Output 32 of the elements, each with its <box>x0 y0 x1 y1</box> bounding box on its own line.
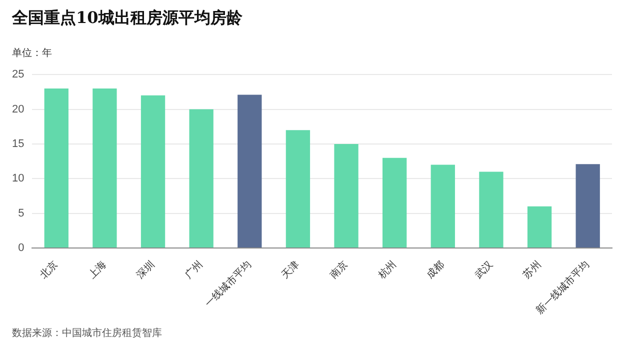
x-tick-label: 天津 <box>279 258 302 282</box>
x-tick-label: 南京 <box>328 258 350 282</box>
x-tick-label: 深圳 <box>134 258 157 282</box>
bar <box>189 109 214 248</box>
y-axis-title: 单位：年 <box>12 46 52 60</box>
bar <box>140 95 166 248</box>
bar <box>430 164 455 248</box>
x-tick-label: 一线城市平均 <box>202 258 254 310</box>
chart-title: 全国重点10城出租房源平均房龄 <box>12 8 242 29</box>
bar <box>44 88 68 248</box>
bar <box>382 158 407 248</box>
bar <box>92 88 117 248</box>
x-tick-label: 上海 <box>86 258 109 282</box>
x-tick-label: 广州 <box>182 258 206 282</box>
y-tick-label: 15 <box>12 138 24 150</box>
y-tick-label: 20 <box>12 103 24 116</box>
y-tick-label: 5 <box>18 207 24 220</box>
x-tick-label: 北京 <box>38 258 60 282</box>
y-tick-label: 25 <box>12 68 24 81</box>
y-tick-label: 0 <box>18 242 24 254</box>
y-tick-label: 10 <box>12 172 24 185</box>
x-tick-label: 杭州 <box>375 258 399 282</box>
source-note: 数据来源：中国城市住房租赁智库 <box>12 326 162 340</box>
bar <box>576 164 600 248</box>
bar <box>479 172 504 248</box>
x-tick-label: 苏州 <box>520 258 544 282</box>
bar <box>286 130 310 248</box>
bar <box>334 144 358 248</box>
bar <box>238 94 262 248</box>
bar <box>527 206 552 248</box>
x-tick-label: 成都 <box>424 258 447 282</box>
x-tick-label: 武汉 <box>472 258 496 282</box>
